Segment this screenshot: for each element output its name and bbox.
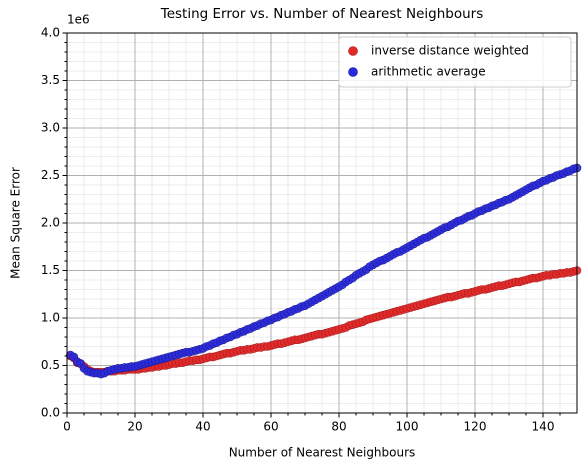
y-tick-label: 0.5	[41, 358, 60, 372]
x-tick-label: 0	[63, 420, 71, 434]
x-tick-label: 40	[195, 420, 210, 434]
y-tick-label: 2.0	[41, 216, 60, 230]
y-tick-label: 1.5	[41, 263, 60, 277]
x-tick-label: 140	[532, 420, 555, 434]
legend-marker	[348, 46, 358, 56]
x-tick-label: 80	[331, 420, 346, 434]
y-tick-label: 4.0	[41, 26, 60, 40]
legend-box	[338, 36, 572, 88]
y-tick-label: 3.0	[41, 121, 60, 135]
y-tick-label: 0.0	[41, 406, 60, 420]
legend-label: inverse distance weighted	[371, 44, 529, 58]
plot-frame	[66, 32, 578, 414]
chart-title: Testing Error vs. Number of Nearest Neig…	[160, 6, 483, 22]
x-tick-label: 100	[396, 420, 419, 434]
x-tick-label: 20	[127, 420, 142, 434]
y-tick-label: 2.5	[41, 168, 60, 182]
series	[66, 163, 582, 379]
y-tick-label: 3.5	[41, 73, 60, 87]
legend-marker	[348, 67, 358, 77]
y-axis-label: Mean Square Error	[9, 167, 23, 279]
y-tick-label: 1.0	[41, 311, 60, 325]
x-tick-label: 120	[464, 420, 487, 434]
x-axis-label: Number of Nearest Neighbours	[229, 446, 416, 460]
y-offset-label: 1e6	[67, 13, 90, 27]
legend-label: arithmetic average	[371, 65, 486, 79]
x-tick-label: 60	[263, 420, 278, 434]
